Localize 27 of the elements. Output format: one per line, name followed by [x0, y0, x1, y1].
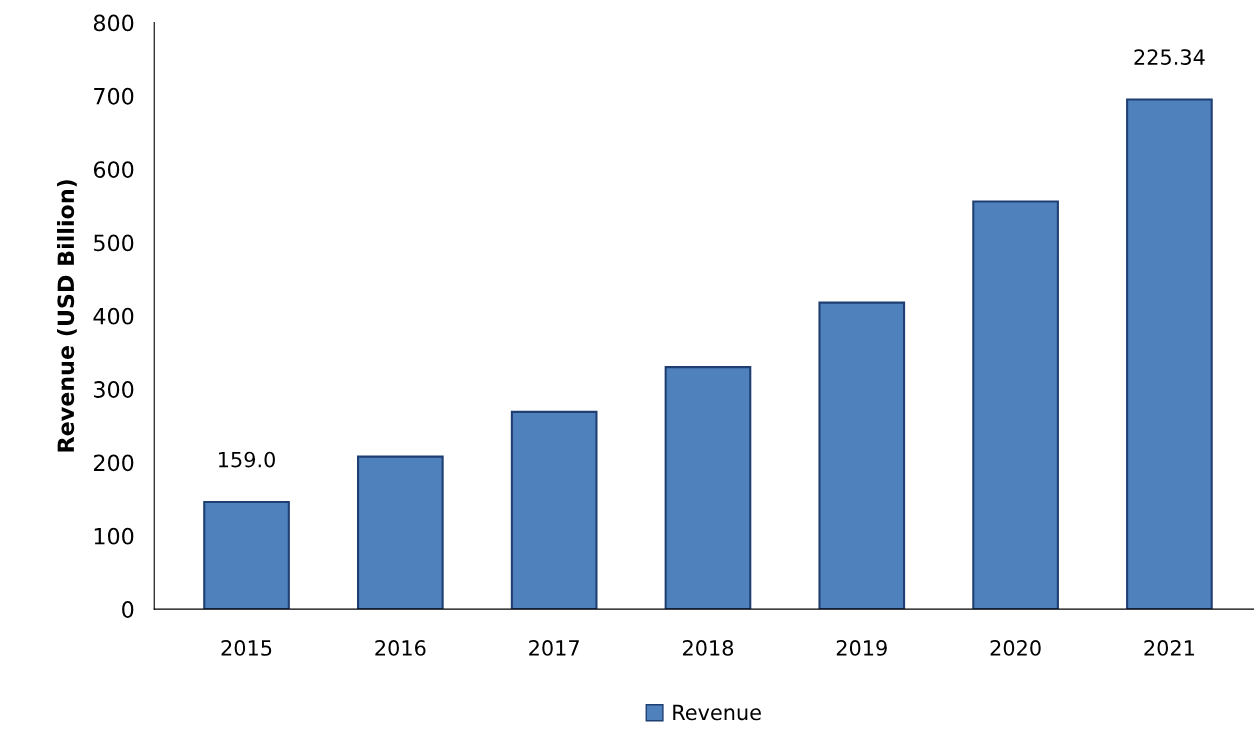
x-tick-label: 2015 — [221, 640, 272, 656]
bar — [357, 455, 444, 610]
y-tick-label: 800 — [93, 14, 134, 32]
x-tick-label: 2020 — [990, 640, 1041, 656]
y-tick-label: 300 — [94, 381, 134, 398]
annotation: 159.0 — [219, 451, 275, 468]
bar — [510, 410, 598, 610]
y-tick-label: 0 — [122, 601, 134, 618]
bar — [972, 200, 1059, 610]
bar — [1126, 98, 1213, 610]
y-tick-label: 500 — [94, 234, 134, 252]
x-tick-label: 2016 — [375, 640, 426, 656]
y-tick-label: 700 — [94, 87, 134, 105]
annotation: 225.34 — [1134, 49, 1205, 65]
x-tick-label: 2018 — [682, 640, 734, 656]
legend-label: Revenue — [673, 704, 761, 721]
y-tick-label: 600 — [93, 161, 134, 178]
y-tick-label: 200 — [94, 454, 134, 472]
x-tick-label: 2021 — [1144, 640, 1194, 656]
x-tick-label: 2019 — [836, 640, 887, 656]
bar — [664, 366, 752, 610]
y-tick-label: 100 — [94, 527, 134, 545]
x-tick-label: 2017 — [529, 640, 579, 656]
y-tick-label: 400 — [93, 307, 134, 325]
y-axis-title: Revenue (USD Billion) — [56, 180, 77, 452]
bar — [818, 301, 906, 610]
bar — [203, 501, 290, 610]
